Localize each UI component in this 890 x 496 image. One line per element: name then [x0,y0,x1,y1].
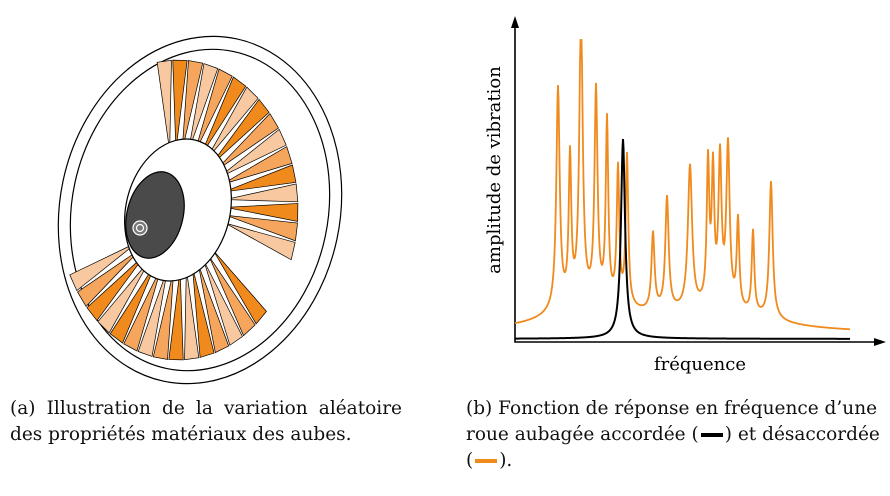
figure: amplitude de vibration fréquence [57,16,886,385]
blade [172,59,188,151]
blade [181,60,204,151]
blade [137,268,168,357]
blade [109,263,157,344]
tuned-response-curve [514,138,851,340]
blade [210,98,270,167]
mistuned-response-curve [514,39,851,331]
blade [192,267,215,358]
blade [225,183,299,203]
blade [86,253,146,322]
caption-text: ). [499,450,513,471]
caption-b: (b) Fonction de réponse en fréquence d’u… [466,396,890,474]
caption-text: (b) Fonction de réponse en fréquence d’u… [466,398,878,445]
blade [197,264,230,354]
blade [218,128,287,179]
blade [199,76,247,157]
blade [208,255,256,337]
caption-a: (a) Illustration de la variation aléatoi… [10,398,402,445]
blade [203,260,243,346]
blade [188,63,219,152]
blade [213,250,267,325]
blade [77,248,142,307]
mistuned-legend-swatch [475,459,498,463]
blade [194,68,233,154]
frequency-response-chart: amplitude de vibration fréquence [484,16,886,375]
x-axis-label: fréquence [654,354,746,375]
y-axis-label: amplitude de vibration [484,66,505,274]
blade [123,266,162,352]
blade [224,222,296,261]
blade [184,269,200,361]
bladed-disk-illustration [57,35,343,385]
blade [225,214,298,242]
blade [221,146,293,185]
blade [168,269,184,361]
blade [156,59,172,151]
blade [223,164,297,193]
tuned-legend-swatch [700,433,723,437]
caption-text: ) et désaccordée ( [466,424,880,471]
blade [97,258,151,334]
blade [152,269,175,360]
blade [69,241,138,292]
blade [214,113,279,172]
blade [225,203,299,222]
blade [205,86,259,162]
